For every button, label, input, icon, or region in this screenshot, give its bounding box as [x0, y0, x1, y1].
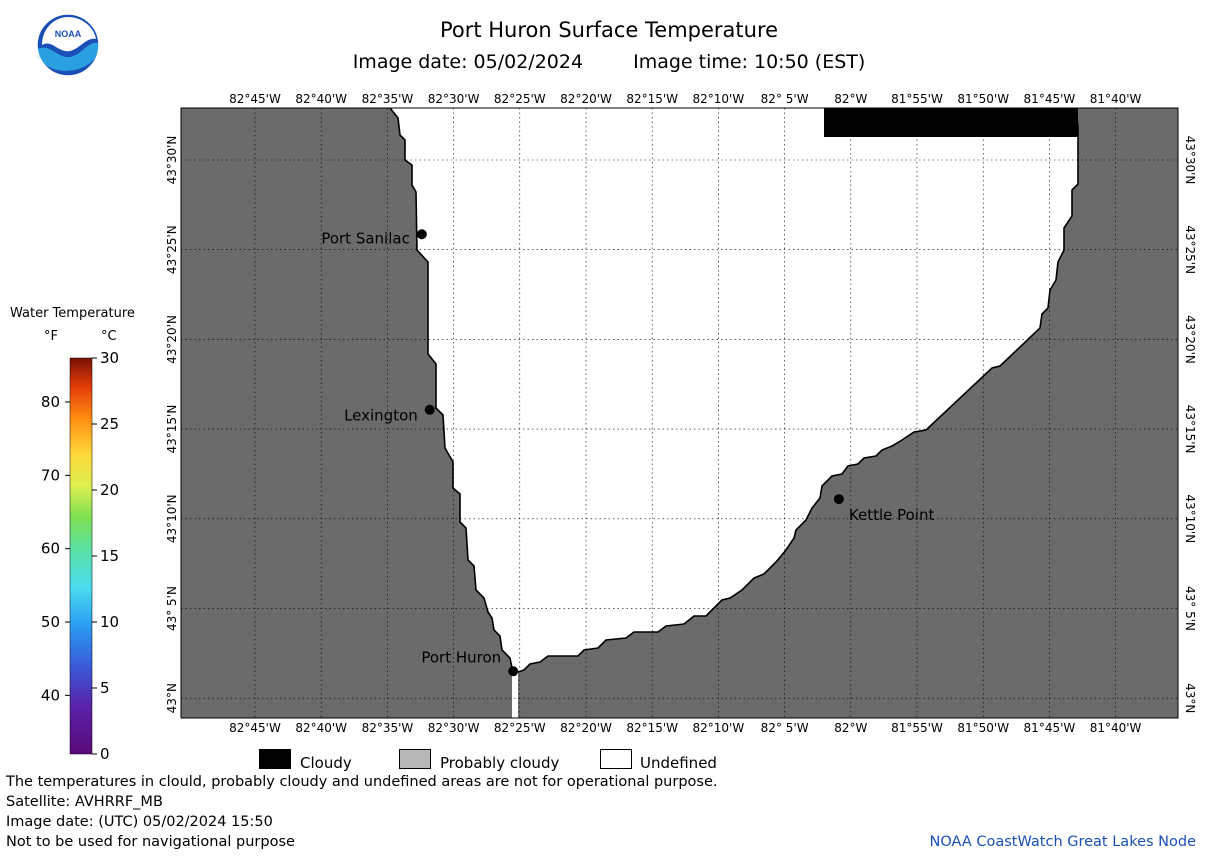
credit-link[interactable]: NOAA CoastWatch Great Lakes Node — [929, 834, 1196, 850]
lat-label-left: 43°15'N — [165, 405, 179, 454]
key-label-probably-cloudy: Probably cloudy — [440, 754, 560, 772]
lon-label-bottom: 82°20'W — [560, 721, 612, 735]
lon-label-bottom: 81°50'W — [957, 721, 1009, 735]
colorbar-label-c: 5 — [100, 679, 110, 697]
page-title: Port Huron Surface Temperature — [439, 18, 779, 42]
lon-label-top: 82°15'W — [626, 92, 678, 106]
city-label-port-sanilac: Port Sanilac — [321, 229, 410, 247]
lon-label-top: 82°20'W — [560, 92, 612, 106]
key-swatch-cloudy — [259, 749, 291, 769]
land-east-ontario — [518, 108, 1178, 718]
colorbar-unit-f: °F — [44, 329, 58, 344]
lon-label-top: 81°45'W — [1024, 92, 1076, 106]
lon-label-top: 82°45'W — [229, 92, 281, 106]
lon-label-top: 82°W — [834, 92, 867, 106]
lat-label-right: 43°15'N — [1183, 405, 1197, 454]
lon-label-top: 81°55'W — [891, 92, 943, 106]
lon-label-top: 81°40'W — [1090, 92, 1142, 106]
colorbar-title: Water Temperature — [10, 306, 135, 321]
key-label-cloudy: Cloudy — [300, 754, 352, 772]
key-swatch-undefined — [600, 749, 632, 769]
footer-navigation-warning: Not to be used for navigational purpose — [6, 834, 295, 850]
lon-label-top: 82°25'W — [494, 92, 546, 106]
lon-label-top: 82° 5'W — [761, 92, 809, 106]
lat-label-right: 43°N — [1183, 683, 1197, 713]
lon-label-bottom: 82°45'W — [229, 721, 281, 735]
western-shoreline — [389, 107, 519, 673]
lon-label-bottom: 82°15'W — [626, 721, 678, 735]
colorbar-label-c: 0 — [100, 745, 110, 763]
colorbar-label-f: 70 — [41, 466, 60, 484]
logo-text: NOAA — [55, 29, 82, 39]
lat-label-left: 43°10'N — [165, 494, 179, 543]
image-time: Image time: 10:50 (EST) — [633, 51, 866, 73]
image-date: Image date: 05/02/2024 — [352, 51, 584, 73]
lat-label-left: 43° 5'N — [165, 586, 179, 631]
image-datetime: Image date: 05/02/2024 Image time: 10:50… — [0, 51, 1218, 73]
lon-label-top: 82°10'W — [693, 92, 745, 106]
footer-utc-date: Image date: (UTC) 05/02/2024 15:50 — [6, 814, 273, 830]
city-label-port-huron: Port Huron — [421, 648, 501, 666]
lon-label-bottom: 82°35'W — [362, 721, 414, 735]
colorbar-label-f: 40 — [41, 686, 60, 704]
lon-label-bottom: 82°30'W — [428, 721, 480, 735]
lat-label-left: 43°20'N — [165, 315, 179, 364]
lat-label-right: 43°10'N — [1183, 494, 1197, 543]
city-marker-port-huron — [508, 666, 519, 677]
cloudy-area — [824, 108, 1078, 137]
footer-disclaimer: The temperatures in clould, probably clo… — [6, 774, 718, 790]
lon-label-bottom: 82°25'W — [494, 721, 546, 735]
colorbar-label-c: 10 — [100, 613, 119, 631]
colorbar-label-c: 30 — [100, 349, 119, 367]
colorbar-unit-c: °C — [101, 329, 117, 344]
lon-label-bottom: 82°10'W — [693, 721, 745, 735]
city-marker-port-sanilac — [416, 229, 427, 240]
map-frame — [180, 107, 1179, 719]
lon-label-bottom: 81°45'W — [1024, 721, 1076, 735]
colorbar-label-f: 60 — [41, 540, 60, 558]
colorbar-label-c: 25 — [100, 415, 119, 433]
lat-label-left: 43°30'N — [165, 136, 179, 185]
lat-label-right: 43° 5'N — [1183, 586, 1197, 631]
colorbar-label-c: 20 — [100, 481, 119, 499]
lat-label-right: 43°30'N — [1183, 136, 1197, 185]
lon-label-bottom: 82° 5'W — [761, 721, 809, 735]
key-swatch-probably-cloudy — [399, 749, 431, 769]
lat-label-left: 43°25'N — [165, 225, 179, 274]
lat-label-left: 43°N — [165, 683, 179, 713]
city-marker-lexington — [424, 404, 435, 415]
lon-label-top: 82°30'W — [428, 92, 480, 106]
footer-satellite: Satellite: AVHRRF_MB — [6, 794, 163, 810]
lat-label-right: 43°20'N — [1183, 315, 1197, 364]
lon-label-top: 82°40'W — [295, 92, 347, 106]
lat-label-right: 43°25'N — [1183, 225, 1197, 274]
lon-label-bottom: 81°55'W — [891, 721, 943, 735]
lon-label-bottom: 82°W — [834, 721, 867, 735]
lon-label-top: 81°50'W — [957, 92, 1009, 106]
city-label-kettle-point: Kettle Point — [849, 506, 935, 524]
lon-label-bottom: 82°40'W — [295, 721, 347, 735]
city-label-lexington: Lexington — [344, 407, 418, 425]
lon-label-top: 82°35'W — [362, 92, 414, 106]
colorbar-label-f: 50 — [41, 613, 60, 631]
lon-label-bottom: 81°40'W — [1090, 721, 1142, 735]
land-west-michigan — [181, 108, 512, 718]
city-marker-kettle-point — [833, 494, 844, 505]
colorbar-label-f: 80 — [41, 393, 60, 411]
noaa-logo-icon: NOAA — [36, 13, 100, 77]
key-label-undefined: Undefined — [640, 754, 717, 772]
colorbar-label-c: 15 — [100, 547, 119, 565]
